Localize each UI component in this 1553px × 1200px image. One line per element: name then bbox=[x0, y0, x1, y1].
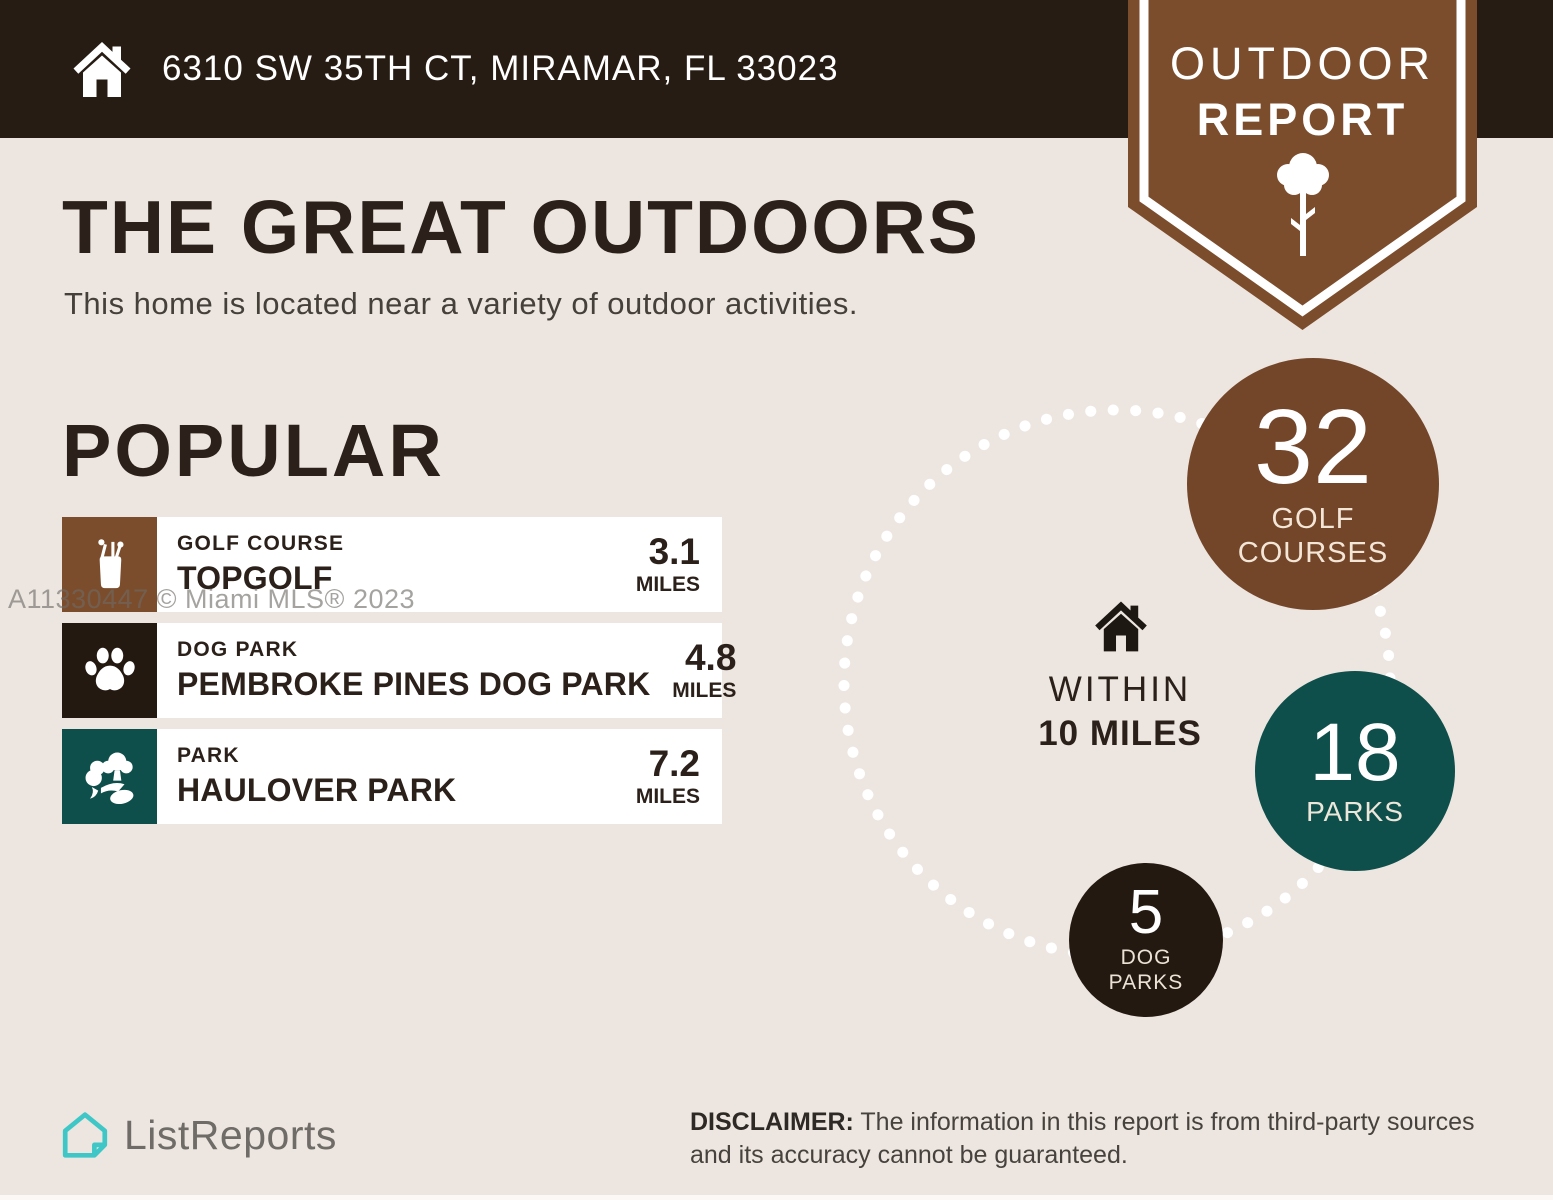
ten-miles-text: 10 MILES bbox=[1038, 714, 1202, 753]
popular-heading: POPULAR bbox=[62, 409, 445, 492]
disclaimer-text: DISCLAIMER: The information in this repo… bbox=[690, 1108, 1475, 1170]
stat-value: 5 bbox=[1128, 878, 1164, 948]
list-item-park: PARK HAULOVER PARK 7.2 MILES bbox=[62, 729, 722, 824]
park-icon-tile bbox=[62, 729, 157, 824]
item-distance-unit: MILES bbox=[635, 572, 700, 596]
park-icon bbox=[85, 752, 133, 804]
bottom-edge-strip bbox=[0, 1195, 1553, 1200]
property-address: 6310 SW 35TH CT, MIRAMAR, FL 33023 bbox=[162, 49, 839, 88]
item-category: DOG PARK bbox=[177, 638, 299, 661]
golf-bag-icon bbox=[97, 538, 124, 588]
stat-circle-dog-parks: 5 DOG PARKS bbox=[1069, 863, 1223, 1017]
within-text: WITHIN bbox=[1048, 670, 1192, 709]
item-category: PARK bbox=[177, 744, 240, 767]
paw-icon bbox=[84, 647, 135, 690]
stat-label: DOG PARKS bbox=[1108, 946, 1184, 994]
item-distance: 7.2 bbox=[648, 742, 700, 784]
popular-list: GOLF COURSE TOPGOLF 3.1 MILES bbox=[62, 517, 736, 835]
item-name: HAULOVER PARK bbox=[177, 772, 457, 808]
list-item-golf-course: GOLF COURSE TOPGOLF 3.1 MILES bbox=[62, 517, 722, 612]
disclaimer-label: DISCLAIMER: bbox=[690, 1108, 854, 1136]
outdoor-report-ribbon: OUTDOOR REPORT bbox=[1128, 0, 1477, 334]
item-distance: 4.8 bbox=[684, 636, 737, 678]
item-category: GOLF COURSE bbox=[177, 532, 345, 555]
item-distance-unit: MILES bbox=[672, 678, 737, 702]
item-name: PEMBROKE PINES DOG PARK bbox=[177, 666, 651, 702]
listreports-house-icon bbox=[62, 1112, 108, 1158]
home-icon bbox=[73, 42, 131, 97]
tree-icon bbox=[1276, 153, 1329, 256]
stat-circle-parks: 18 PARKS bbox=[1255, 671, 1455, 871]
item-distance-unit: MILES bbox=[635, 784, 700, 808]
item-distance: 3.1 bbox=[648, 530, 700, 572]
ribbon-title-line1: OUTDOOR bbox=[1170, 38, 1435, 89]
stat-value: 18 bbox=[1309, 706, 1401, 798]
list-item-dog-park: DOG PARK PEMBROKE PINES DOG PARK 4.8 MIL… bbox=[62, 623, 736, 718]
listreports-wordmark: ListReports bbox=[124, 1111, 337, 1158]
item-name: TOPGOLF bbox=[177, 560, 333, 596]
stat-label: GOLF COURSES bbox=[1237, 503, 1389, 570]
page-subtitle: This home is located near a variety of o… bbox=[64, 286, 859, 321]
golf-icon-tile bbox=[62, 517, 157, 612]
stat-value: 32 bbox=[1254, 388, 1372, 507]
stat-circle-golf-courses: 32 GOLF COURSES bbox=[1187, 358, 1439, 610]
radius-center-label: WITHIN 10 MILES bbox=[1010, 670, 1230, 754]
ribbon-title-line2: REPORT bbox=[1196, 94, 1409, 145]
house-icon bbox=[1095, 601, 1147, 652]
page-title: THE GREAT OUTDOORS bbox=[62, 185, 980, 269]
mls-watermark: A11330447 © Miami MLS® 2023 bbox=[8, 584, 416, 614]
listreports-logo: ListReports bbox=[60, 1110, 337, 1160]
dog-icon-tile bbox=[62, 623, 157, 718]
stat-label: PARKS bbox=[1306, 796, 1404, 828]
